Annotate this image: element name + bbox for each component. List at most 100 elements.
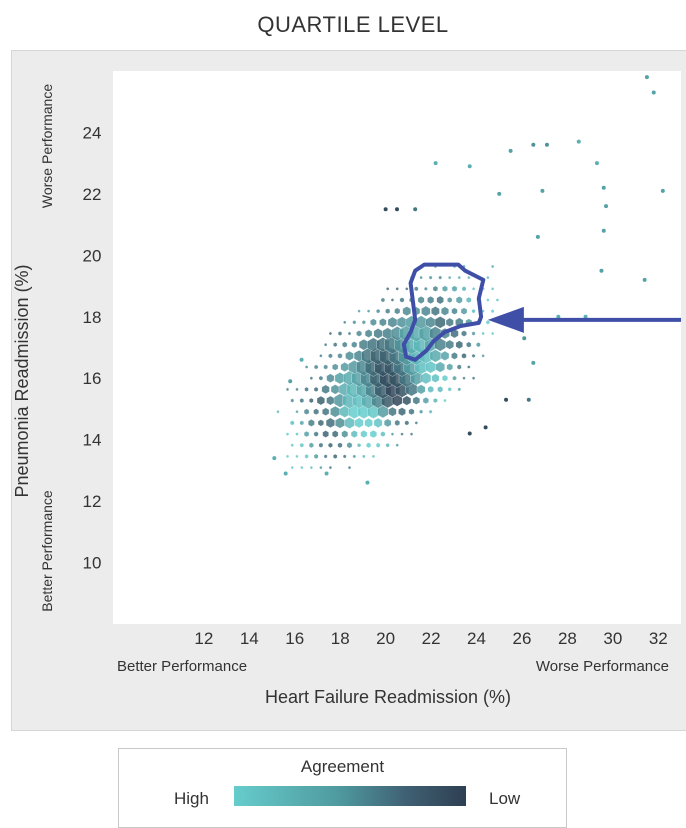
hex-bin-265 xyxy=(491,264,495,269)
hex-bin-217 xyxy=(394,307,401,315)
hex-bin-246 xyxy=(432,285,438,292)
hex-bin-67 xyxy=(388,406,397,417)
x-tick-12: 12 xyxy=(194,629,213,648)
hex-bin-164 xyxy=(342,341,348,348)
hex-bin-23 xyxy=(357,443,362,448)
hex-bin-10 xyxy=(323,454,328,459)
hex-bin-257 xyxy=(448,275,452,280)
hex-bin-194 xyxy=(471,331,476,336)
hex-bin-261 xyxy=(486,275,490,280)
hex-bin-85 xyxy=(412,396,420,405)
hex-bin-201 xyxy=(379,318,387,327)
hex-bin-232 xyxy=(417,296,425,304)
outlier-point-27 xyxy=(283,471,288,476)
outlier-point-32 xyxy=(413,207,418,212)
hex-bin-4 xyxy=(328,465,332,470)
x-axis-title: Heart Failure Readmission (%) xyxy=(265,687,511,707)
hex-bin-242 xyxy=(395,287,399,291)
y-tick-20: 20 xyxy=(83,246,102,265)
hex-bin-250 xyxy=(472,287,476,291)
hex-bin-51 xyxy=(373,417,383,428)
x-tick-32: 32 xyxy=(649,629,668,648)
outlier-point-4 xyxy=(576,139,581,144)
hex-bin-35 xyxy=(350,430,358,438)
hex-bin-120 xyxy=(420,372,432,385)
x-tick-16: 16 xyxy=(285,629,304,648)
hex-bin-0 xyxy=(290,465,294,470)
highlight-layer xyxy=(401,262,681,362)
hex-bin-90 xyxy=(295,387,299,392)
hex-bin-163 xyxy=(333,342,338,348)
y-axis-title: Pneumonia Readmission (%) xyxy=(12,264,32,497)
hex-bin-233 xyxy=(427,296,435,304)
hex-bin-42 xyxy=(290,420,295,426)
hex-bin-45 xyxy=(317,419,324,427)
y-low-label: Better Performance xyxy=(39,490,55,612)
hex-bin-212 xyxy=(485,319,490,325)
hex-bin-175 xyxy=(445,339,454,350)
hex-bin-245 xyxy=(424,286,428,291)
hex-bin-227 xyxy=(490,309,495,314)
hex-bin-39 xyxy=(390,432,394,436)
hex-bin-7 xyxy=(295,454,299,459)
hex-bin-195 xyxy=(481,331,485,336)
x-tick-14: 14 xyxy=(240,629,259,648)
hex-bin-160 xyxy=(471,353,476,358)
x-tick-28: 28 xyxy=(558,629,577,648)
hex-bin-48 xyxy=(344,417,355,429)
hex-bin-31 xyxy=(313,431,319,437)
hex-bin-38 xyxy=(380,431,386,437)
hex-bin-14 xyxy=(362,454,366,459)
hex-bin-200 xyxy=(370,318,377,327)
legend-low-label: Low xyxy=(489,789,521,808)
hex-bin-109 xyxy=(318,375,324,381)
hex-bin-215 xyxy=(376,308,381,314)
hex-bin-220 xyxy=(421,305,431,317)
hex-bin-193 xyxy=(461,330,467,337)
outlier-point-15 xyxy=(535,234,540,239)
outlier-point-1 xyxy=(651,90,656,95)
outlier-point-23 xyxy=(433,161,438,166)
hex-bin-225 xyxy=(471,308,476,314)
outlier-point-8 xyxy=(601,228,606,233)
hex-bin-66 xyxy=(377,405,389,419)
y-tick-12: 12 xyxy=(83,492,102,511)
hex-bin-30 xyxy=(303,431,310,438)
hex-bin-107 xyxy=(457,387,461,392)
x-low-label: Better Performance xyxy=(117,658,247,675)
legend-title: Agreement xyxy=(300,757,385,776)
legend-high-label: High xyxy=(174,789,209,808)
y-tick-labels: 10 12 14 16 18 20 22 24 xyxy=(83,123,102,572)
hex-bin-197 xyxy=(343,320,347,325)
hex-bin-43 xyxy=(299,420,304,426)
hex-bin-229 xyxy=(390,298,395,302)
outlier-point-2 xyxy=(660,188,665,193)
hex-bin-143 xyxy=(467,365,471,369)
hex-bin-93 xyxy=(321,384,330,394)
hex-bin-26 xyxy=(385,442,390,448)
hex-bin-24 xyxy=(366,442,372,449)
y-high-label: Worse Performance xyxy=(39,84,55,208)
outlier-point-5 xyxy=(594,161,599,166)
hex-bin-41 xyxy=(410,432,414,436)
hex-bin-25 xyxy=(375,442,381,448)
x-tick-18: 18 xyxy=(331,629,350,648)
hex-bin-156 xyxy=(429,349,442,363)
x-high-label: Worse Performance xyxy=(536,658,669,675)
outlier-point-34 xyxy=(299,357,304,362)
hexbin-scatter-chart: 12 14 16 18 20 22 24 26 28 30 32 1012141618202224 … xyxy=(12,71,681,707)
hex-bin-58 xyxy=(303,408,310,415)
hex-bin-129 xyxy=(332,363,339,371)
hex-bin-237 xyxy=(466,296,472,304)
hex-bin-19 xyxy=(318,442,324,448)
hex-bin-180 xyxy=(337,331,343,336)
agreement-legend: Agreement High Low xyxy=(118,748,567,828)
hex-bin-222 xyxy=(441,306,449,316)
outlier-point-26 xyxy=(272,456,277,461)
hex-bin-74 xyxy=(309,397,314,404)
hex-bin-22 xyxy=(346,442,353,449)
hex-bin-28 xyxy=(285,432,290,436)
hex-bin-32 xyxy=(322,430,329,438)
hex-bin-108 xyxy=(309,376,313,381)
hex-bin-142 xyxy=(456,364,462,370)
